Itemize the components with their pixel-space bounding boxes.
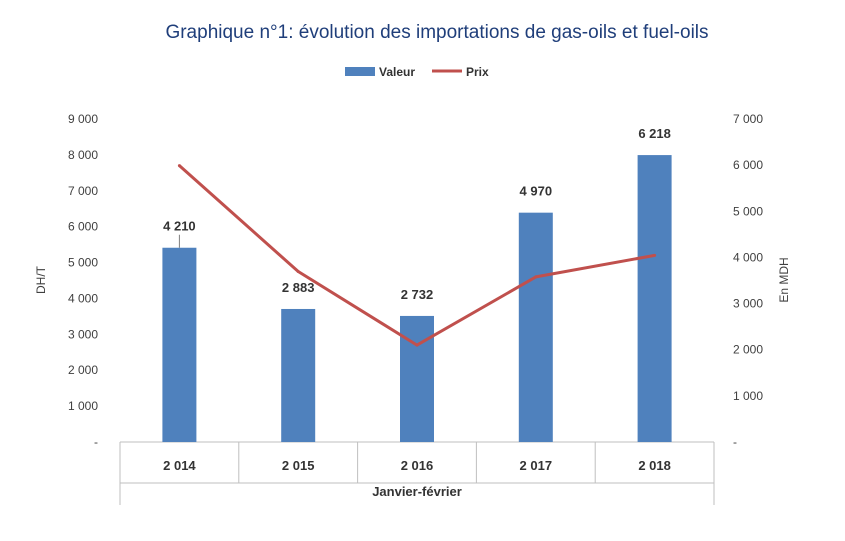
plot-area: - 1 000 2 000 3 000 4 000 5 000 6 000 7 000 8 00… bbox=[68, 112, 763, 505]
data-label-valeur: 2 883 bbox=[282, 280, 315, 295]
y-tick-left: 1 000 bbox=[68, 399, 98, 413]
x-tick-label: 2 015 bbox=[282, 458, 315, 473]
y-tick-left: 8 000 bbox=[68, 148, 98, 162]
x-tick-label: 2 016 bbox=[401, 458, 434, 473]
point-prix bbox=[653, 253, 657, 257]
data-label-valeur: 4 210 bbox=[163, 219, 196, 234]
y-axis-left-label: DH/T bbox=[34, 265, 48, 294]
chart-title: Graphique n°1: évolution des importation… bbox=[165, 22, 708, 43]
legend-swatch-valeur bbox=[345, 67, 375, 76]
y-tick-right: 3 000 bbox=[733, 297, 763, 311]
bar-2017 bbox=[518, 212, 553, 442]
y-tick-right: 2 000 bbox=[733, 343, 763, 357]
legend-label-valeur: Valeur bbox=[379, 65, 415, 79]
point-prix bbox=[296, 270, 300, 274]
y-tick-left: - bbox=[94, 435, 98, 449]
point-prix bbox=[534, 275, 538, 279]
y-axis-right-label: En MDH bbox=[777, 257, 791, 302]
y-tick-left: 2 000 bbox=[68, 363, 98, 377]
y-tick-left: 7 000 bbox=[68, 184, 98, 198]
x-tick-label: 2 018 bbox=[638, 458, 671, 473]
data-label-valeur: 4 970 bbox=[520, 184, 553, 199]
legend: Valeur Prix bbox=[345, 65, 489, 79]
y-tick-right: 7 000 bbox=[733, 112, 763, 126]
bar-2014 bbox=[162, 247, 197, 442]
bar-2018 bbox=[637, 155, 672, 442]
bar-2016 bbox=[400, 315, 434, 442]
y-tick-right: 4 000 bbox=[733, 250, 763, 264]
y-tick-left: 5 000 bbox=[68, 256, 98, 270]
point-prix bbox=[177, 164, 181, 168]
y-tick-right: - bbox=[733, 435, 737, 449]
y-tick-left: 6 000 bbox=[68, 220, 98, 234]
data-label-valeur: 2 732 bbox=[401, 287, 434, 302]
y-tick-left: 9 000 bbox=[68, 112, 98, 126]
data-label-valeur: 6 218 bbox=[638, 126, 671, 141]
x-tick-label: 2 014 bbox=[163, 458, 196, 473]
bar-2015 bbox=[281, 308, 316, 442]
x-tick-label: 2 017 bbox=[520, 458, 553, 473]
y-tick-right: 5 000 bbox=[733, 204, 763, 218]
x-axis-label: Janvier-février bbox=[372, 484, 462, 499]
y-tick-right: 6 000 bbox=[733, 158, 763, 172]
y-tick-right: 1 000 bbox=[733, 389, 763, 403]
legend-label-prix: Prix bbox=[466, 65, 489, 79]
point-prix bbox=[415, 343, 419, 347]
y-tick-left: 4 000 bbox=[68, 291, 98, 305]
y-tick-left: 3 000 bbox=[68, 327, 98, 341]
